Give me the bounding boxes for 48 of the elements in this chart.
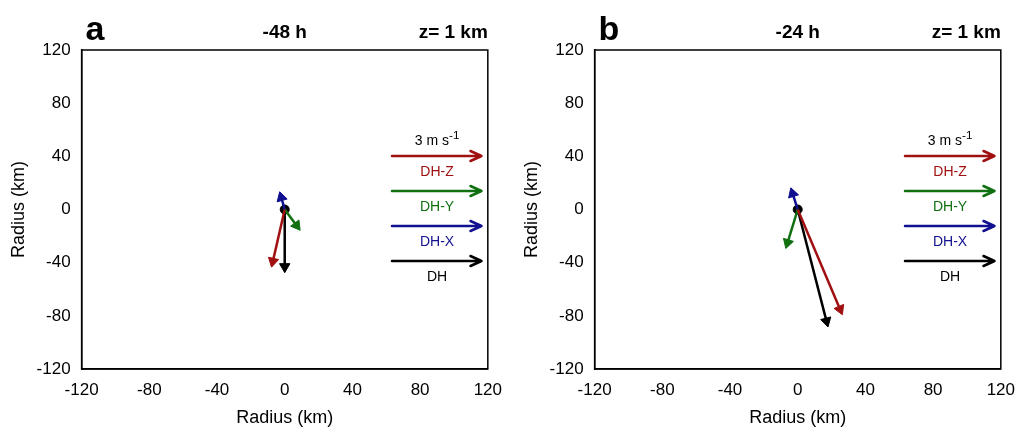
y-tick-label: 80: [564, 92, 584, 112]
text: b: [598, 9, 620, 47]
legend-title: 3 m s$^{-1}$: [413, 126, 461, 148]
text: DH-X: [932, 233, 968, 252]
text: DH-Z: [933, 163, 967, 182]
x-tick-label: -80: [650, 379, 675, 399]
text: a: [85, 9, 106, 47]
y-tick-label: 0: [574, 199, 584, 219]
x-tick-label: 80: [410, 379, 430, 399]
x-tick-label: 120: [473, 379, 503, 399]
x-axis-title: Radius (km): [236, 407, 334, 428]
text: DH-Y: [932, 198, 968, 217]
text: DH-Y: [419, 198, 455, 217]
y-tick-label: -120: [36, 358, 71, 378]
y-axis-title: Radius (km): [7, 160, 28, 259]
text: DH: [426, 268, 448, 287]
text: DH-Z: [420, 163, 454, 182]
y-tick-label: -40: [559, 252, 584, 272]
x-tick-label: -40: [204, 379, 230, 399]
y-tick-label: 40: [51, 146, 71, 166]
text: DH-X: [419, 233, 455, 252]
chart-title: -24 h: [775, 21, 820, 42]
legend-title: 3 m s$^{-1}$: [926, 126, 974, 148]
x-tick-label: -40: [717, 379, 743, 399]
y-tick-label: 0: [61, 199, 71, 219]
x-tick-label: 40: [342, 379, 362, 399]
x-tick-label: 80: [923, 379, 943, 399]
x-tick-label: 40: [855, 379, 875, 399]
text: DH: [939, 268, 961, 287]
x-tick-label: 0: [792, 379, 803, 399]
x-tick-label: -120: [64, 379, 99, 399]
y-tick-label: -80: [559, 305, 584, 325]
y-tick-label: -80: [46, 305, 71, 325]
y-tick-label: 80: [51, 92, 71, 112]
y-tick-label: 120: [42, 39, 71, 59]
y-tick-label: 40: [564, 146, 584, 166]
y-tick-label: -40: [46, 252, 71, 272]
x-tick-label: -80: [137, 379, 162, 399]
text: z= 1 km: [931, 21, 1001, 42]
x-axis-title: Radius (km): [749, 407, 847, 428]
chart-title: -48 h: [262, 21, 307, 42]
y-tick-label: 120: [555, 39, 584, 59]
y-axis-title: Radius (km): [520, 160, 541, 259]
x-tick-label: 120: [986, 379, 1016, 399]
x-tick-label: -120: [577, 379, 612, 399]
x-tick-label: 0: [279, 379, 290, 399]
y-tick-label: -120: [549, 358, 584, 378]
text: z= 1 km: [418, 21, 488, 42]
